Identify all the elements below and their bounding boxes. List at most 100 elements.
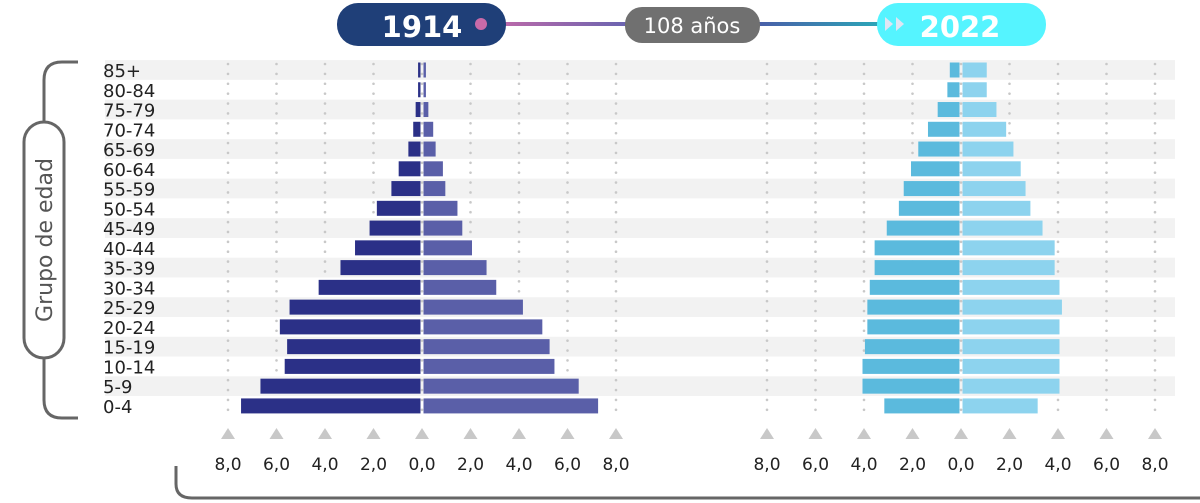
grid-dot — [566, 368, 569, 372]
grid-dot — [275, 359, 278, 362]
grid-dot — [814, 220, 817, 224]
grid-dot — [372, 131, 375, 135]
grid-dot — [469, 82, 472, 86]
grid-dot — [765, 260, 769, 263]
grid-dot — [959, 230, 963, 234]
grid-dot — [420, 309, 424, 313]
grid-dot — [614, 349, 618, 352]
bar-2022-left-35-39 — [874, 260, 960, 276]
tick-label: 8,0 — [1141, 455, 1168, 475]
grid-dot — [275, 319, 278, 323]
grid-dot — [1153, 220, 1157, 224]
bar-1914-left-65-69 — [408, 141, 421, 157]
grid-dot — [1105, 339, 1108, 342]
grid-dot — [1056, 250, 1060, 254]
grid-dot — [517, 201, 521, 204]
grid-dot — [1153, 408, 1157, 412]
grid-dot — [566, 121, 569, 125]
bar-2022-left-70-74 — [927, 121, 960, 137]
grid-dot — [275, 62, 278, 66]
bar-2022-left-5-9 — [862, 378, 960, 394]
tick-triangle-icon — [857, 428, 871, 439]
grid-dot — [275, 112, 278, 115]
grid-dot — [420, 230, 424, 234]
grid-dot — [1105, 210, 1108, 214]
grid-dot — [614, 250, 618, 254]
bar-2022-right-45-49 — [962, 220, 1043, 236]
grid-dot — [1153, 121, 1157, 125]
grid-dot — [323, 220, 327, 224]
grid-dot — [420, 368, 424, 372]
grid-dot — [1008, 102, 1011, 105]
grid-dot — [959, 289, 963, 293]
bar-2022-left-80-84 — [947, 82, 960, 98]
grid-dot — [226, 299, 230, 303]
grid-dot — [1153, 141, 1157, 145]
grid-dot — [959, 280, 963, 283]
grid-dot — [1153, 102, 1157, 105]
grid-dot — [517, 171, 521, 174]
age-group-label: 30-34 — [103, 278, 155, 299]
grid-dot — [517, 72, 521, 76]
age-group-label: 10-14 — [103, 357, 155, 378]
grid-dot — [959, 260, 963, 263]
grid-dot — [1056, 171, 1060, 174]
grid-dot — [420, 201, 424, 204]
grid-dot — [814, 201, 817, 204]
grid-dot — [1008, 131, 1011, 135]
grid-dot — [275, 299, 278, 303]
grid-dot — [765, 141, 769, 145]
grid-dot — [765, 270, 769, 273]
grid-dot — [1105, 151, 1108, 155]
bar-1914-right-85+ — [423, 62, 426, 78]
grid-dot — [1105, 359, 1108, 362]
grid-dot — [959, 220, 963, 224]
bar-1914-right-20-24 — [423, 319, 543, 335]
grid-dot — [372, 62, 375, 66]
grid-dot — [226, 329, 230, 333]
tick-triangle-icon — [512, 428, 526, 439]
tick-label: 6,0 — [263, 455, 290, 475]
grid-dot — [420, 280, 424, 283]
grid-dot — [323, 141, 327, 145]
grid-dot — [323, 102, 327, 105]
grid-dot — [765, 121, 769, 125]
grid-dot — [1105, 171, 1108, 174]
grid-dot — [566, 270, 569, 273]
grid-dot — [1153, 289, 1157, 293]
grid-dot — [765, 181, 769, 184]
grid-dot — [469, 220, 472, 224]
grid-dot — [614, 220, 618, 224]
grid-dot — [614, 289, 618, 293]
tick-label: 6,0 — [802, 455, 829, 475]
bar-2022-left-15-19 — [864, 339, 960, 355]
grid-dot — [420, 210, 424, 214]
grid-dot — [566, 250, 569, 254]
grid-dot — [1105, 250, 1108, 254]
grid-dot — [517, 260, 521, 263]
grid-dot — [1105, 368, 1108, 372]
grid-dot — [566, 82, 569, 86]
grid-dot — [275, 230, 278, 234]
grid-dot — [614, 121, 618, 125]
grid-dot — [226, 82, 230, 86]
grid-dot — [275, 151, 278, 155]
grid-dot — [226, 388, 230, 392]
grid-dot — [566, 359, 569, 362]
grid-dot — [566, 131, 569, 135]
grid-dot — [1056, 102, 1060, 105]
grid-dot — [862, 349, 866, 352]
age-group-label: 80-84 — [103, 81, 155, 102]
grid-dot — [1105, 388, 1108, 392]
bar-2022-right-85+ — [962, 62, 987, 78]
grid-dot — [959, 368, 963, 372]
grid-dot — [226, 280, 230, 283]
grid-dot — [1056, 408, 1060, 412]
grid-dot — [814, 131, 817, 135]
grid-dot — [420, 349, 424, 352]
grid-dot — [614, 368, 618, 372]
grid-dot — [226, 270, 230, 273]
bar-2022-left-75-79 — [937, 102, 960, 118]
grid-dot — [1105, 289, 1108, 293]
